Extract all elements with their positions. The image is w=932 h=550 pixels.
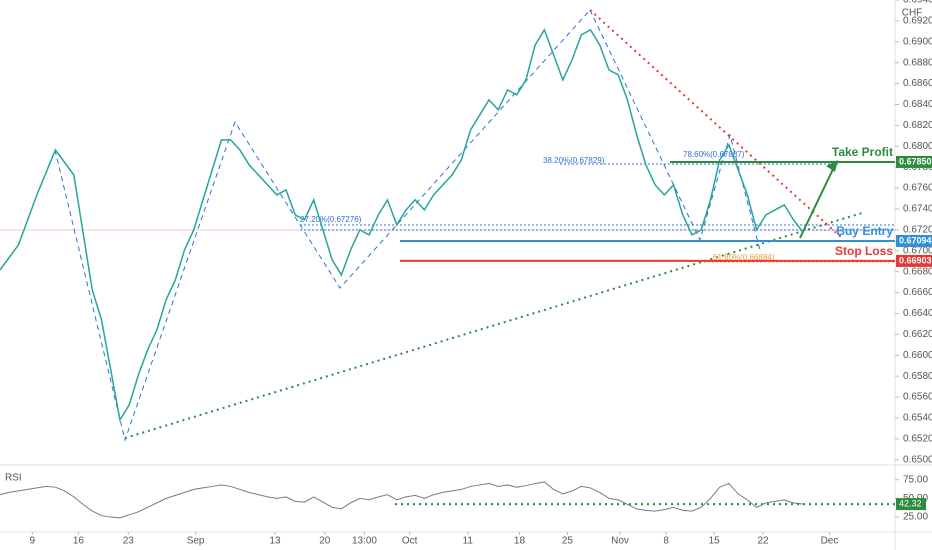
fib-label: 78.60%(0.67887)	[683, 150, 745, 159]
x-tick-label: Sep	[187, 536, 205, 547]
price-tag	[896, 254, 932, 267]
x-tick-label: 13	[269, 536, 281, 547]
fib-label: 27.20%(0.67276)	[300, 215, 362, 224]
x-tick-label: 8	[663, 536, 669, 547]
x-tick-label: 18	[514, 536, 526, 547]
arrow-head	[826, 160, 838, 172]
x-tick-label: 23	[123, 536, 135, 547]
price-tag-label: 0.67850	[899, 156, 932, 166]
rsi-tick-label: 25.00	[903, 512, 928, 523]
x-tick-label: Dec	[821, 536, 839, 547]
fib-label: 61.80%(0.66884)	[713, 253, 775, 262]
fib-label: 38.20%(0.67829)	[543, 156, 605, 165]
rsi-line	[0, 481, 803, 519]
trendline	[589, 9, 843, 239]
rsi-label: RSI	[5, 473, 22, 484]
x-tick-label: 13:00	[352, 536, 377, 547]
zigzag	[54, 9, 591, 442]
x-tick-label: 22	[757, 536, 769, 547]
trendline	[124, 212, 863, 439]
price-line	[0, 28, 804, 422]
x-tick-label: Oct	[402, 536, 418, 547]
zigzag	[589, 9, 761, 251]
price-tag-label: 0.66903	[899, 255, 932, 265]
price-tag	[896, 155, 932, 168]
currency-label: CHF	[902, 8, 923, 19]
rsi-tick-label: 75.00	[903, 474, 928, 485]
x-tick-label: 16	[73, 536, 85, 547]
x-tick-label: 20	[319, 536, 331, 547]
x-tick-label: Nov	[611, 536, 629, 547]
level-name: Take Profit	[832, 145, 893, 159]
y-tick-label: 0.69400	[903, 0, 932, 6]
price-tag	[896, 234, 932, 247]
price-tag-label: 0.67094	[899, 235, 932, 245]
x-tick-label: 11	[463, 536, 474, 547]
rsi-tag-label: 42.32	[899, 498, 922, 508]
x-tick-label: 15	[709, 536, 721, 547]
rsi-tag	[896, 498, 926, 511]
x-tick-label: 25	[562, 536, 574, 547]
level-name: Stop Loss	[835, 244, 893, 258]
arrow	[799, 164, 836, 239]
level-name: Buy Entry	[836, 224, 893, 238]
x-tick-label: 9	[30, 536, 36, 547]
